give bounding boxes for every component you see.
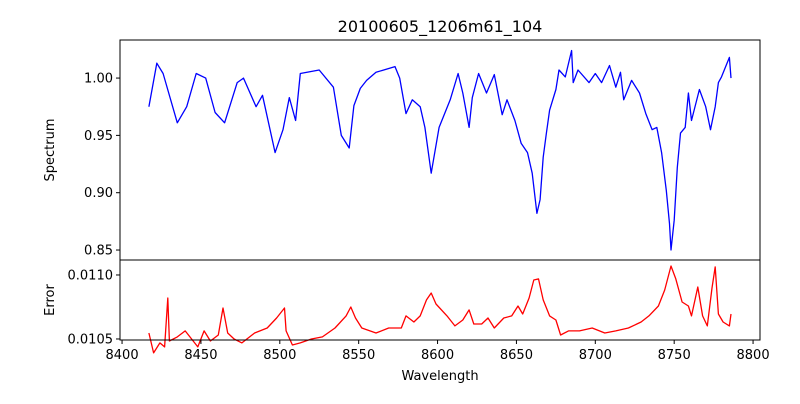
y-tick-label: 0.85 <box>84 244 113 259</box>
y-tick-label: 0.95 <box>84 129 113 144</box>
spectrum-y-label: Spectrum <box>43 119 58 182</box>
spectrum-line <box>148 49 732 251</box>
y-tick-label: 0.90 <box>84 186 113 201</box>
x-tick-label: 8500 <box>263 348 296 363</box>
x-tick-label: 8600 <box>421 348 454 363</box>
x-tick-label: 8750 <box>658 348 691 363</box>
spectrum-axes: 0.85 0.90 0.95 1.00 <box>84 39 761 261</box>
x-tick-label: 8700 <box>579 348 612 363</box>
y-tick-label: 1.00 <box>84 72 113 87</box>
y-tick-label: 0.0110 <box>68 268 114 283</box>
x-tick-label: 8800 <box>737 348 770 363</box>
x-tick-label: 8450 <box>184 348 217 363</box>
y-tick-label: 0.0105 <box>68 332 114 347</box>
chart-title: 20100605_1206m61_104 <box>338 17 543 37</box>
error-line <box>148 265 732 354</box>
axes-frame <box>119 259 761 341</box>
x-tick-label: 8550 <box>342 348 375 363</box>
error-y-label: Error <box>43 284 58 316</box>
x-tick-label: 8650 <box>500 348 533 363</box>
axes-frame <box>119 39 761 261</box>
x-tick-label: 8400 <box>106 348 139 363</box>
x-axis-label: Wavelength <box>401 369 478 384</box>
error-axes: 0.0105 0.0110 8400 8450 8500 8550 8600 8650 8700… <box>68 259 770 363</box>
